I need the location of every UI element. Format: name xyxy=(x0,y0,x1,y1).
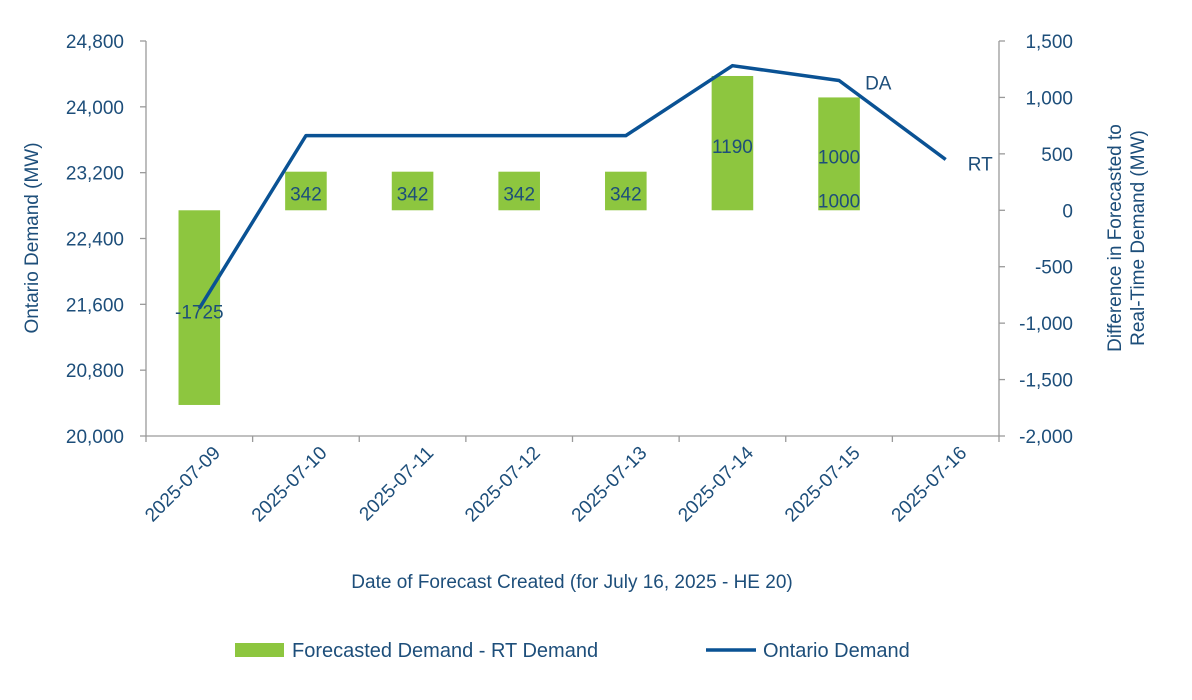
bars-group xyxy=(178,75,860,405)
annotation-1000: 1000 xyxy=(818,191,860,212)
bar-2025-07-11 xyxy=(391,171,434,211)
labels-group: -1725 342 342 342 342 1190 1000 1000 DA RT xyxy=(175,74,993,324)
x-tick-label: 2025-07-10 xyxy=(248,443,332,527)
x-tick-label: 2025-07-16 xyxy=(888,443,972,527)
y-left-tick-label: 20,000 xyxy=(66,427,124,448)
annotation-rt: RT xyxy=(968,155,993,176)
y-left-tick-label: 20,800 xyxy=(66,361,124,382)
bar-data-label: 342 xyxy=(397,185,429,206)
bar-2025-07-14 xyxy=(711,75,754,211)
x-tick-label: 2025-07-13 xyxy=(568,443,652,527)
x-tick-label: 2025-07-12 xyxy=(461,443,545,527)
bar-2025-07-10 xyxy=(285,171,327,211)
y-right-tick-label: 0 xyxy=(1062,201,1073,222)
y-right-tick-label: -500 xyxy=(1035,258,1073,279)
y-right-tick-label: -1,000 xyxy=(1019,314,1073,335)
x-axis-title: Date of Forecast Created (for July 16, 2… xyxy=(351,572,792,593)
y-right-tick-label: 1,500 xyxy=(1025,32,1073,53)
x-tick-label: 2025-07-14 xyxy=(674,442,758,526)
ontario-demand-line xyxy=(197,63,947,310)
bar-data-label: 342 xyxy=(610,185,642,206)
y-left-tick-label: 23,200 xyxy=(66,164,124,185)
bar-data-label: 342 xyxy=(503,185,535,206)
x-tick-label: 2025-07-09 xyxy=(141,443,225,527)
bar-data-label: 342 xyxy=(290,185,322,206)
bar-data-label: 1190 xyxy=(712,137,753,158)
axes-group: 20,000 20,800 21,600 22,400 23,200 24,000 24,8… xyxy=(66,32,1149,526)
bar-data-label: -1725 xyxy=(175,302,224,323)
bar-2025-07-15 xyxy=(818,97,860,211)
annotation-da: DA xyxy=(865,74,892,95)
bar-2025-07-13 xyxy=(605,171,647,211)
legend: Forecasted Demand - RT Demand Ontario De… xyxy=(235,640,910,662)
y-right-tick-label: -1,500 xyxy=(1019,371,1073,392)
y-left-tick-label: 24,000 xyxy=(66,98,124,119)
x-tick-label: 2025-07-15 xyxy=(781,443,865,527)
y-right-tick-label: 1,000 xyxy=(1025,88,1073,109)
legend-bar-label: Forecasted Demand - RT Demand xyxy=(292,640,598,662)
bar-data-label: 1000 xyxy=(818,147,860,168)
legend-line-label: Ontario Demand xyxy=(763,640,910,662)
legend-bar-swatch xyxy=(235,643,284,657)
bar-2025-07-12 xyxy=(498,171,540,211)
y-left-tick-label: 22,400 xyxy=(66,230,124,251)
line-group xyxy=(197,63,947,310)
y-right-tick-label: -2,000 xyxy=(1019,427,1073,448)
x-tick-label: 2025-07-11 xyxy=(356,443,439,526)
y-axis-right-title: Difference in Forecasted to Real-Time Dem… xyxy=(1105,124,1149,352)
y-left-tick-label: 21,600 xyxy=(66,295,124,316)
y-left-tick-label: 24,800 xyxy=(66,32,124,53)
y-right-tick-label: 500 xyxy=(1041,145,1073,166)
y-axis-left-title: Ontario Demand (MW) xyxy=(22,142,43,333)
